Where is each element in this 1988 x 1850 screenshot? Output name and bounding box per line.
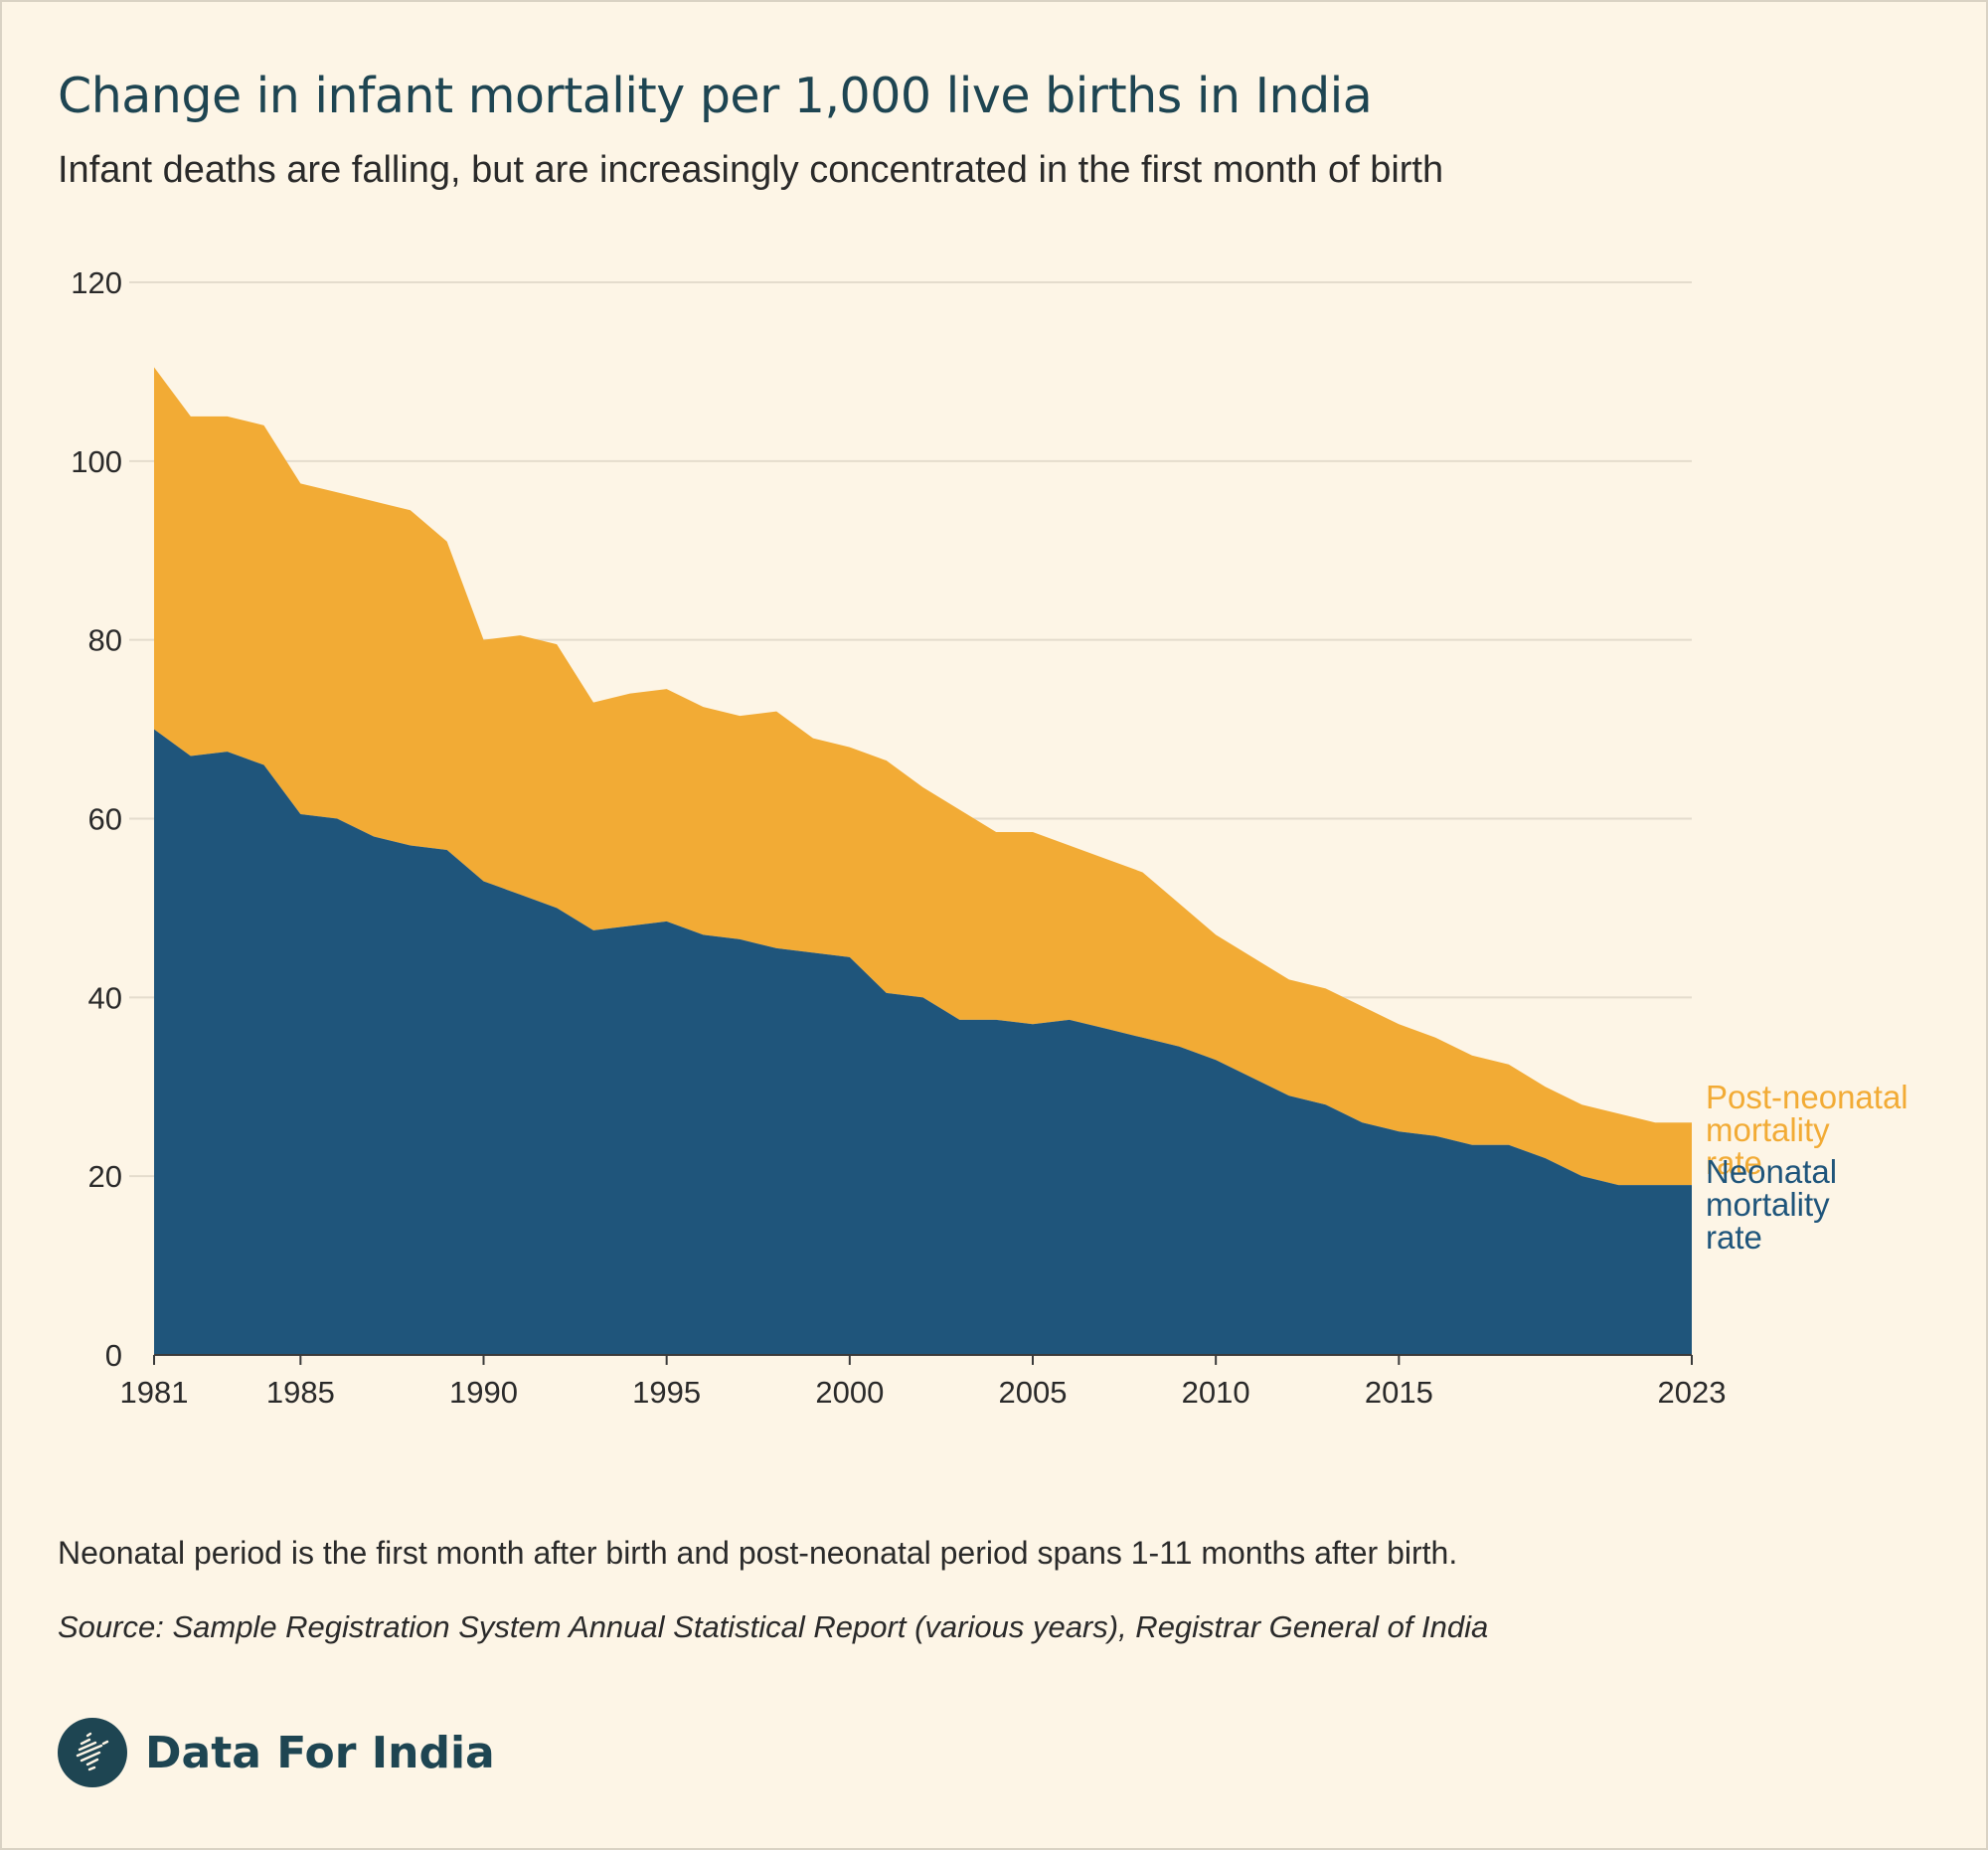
brand[interactable]: Data For India xyxy=(58,1718,495,1787)
y-tick-label: 0 xyxy=(105,1338,122,1373)
x-tick-label: 2023 xyxy=(1658,1375,1727,1410)
x-tick-label: 1995 xyxy=(632,1375,701,1410)
y-tick-label: 60 xyxy=(88,802,122,837)
chart-axes: 0 20 40 60 80 100 120 1981 1985 1990 1995 2000 2005 2… xyxy=(71,265,1726,1410)
india-map-logo-icon xyxy=(58,1718,127,1787)
y-tick-label: 40 xyxy=(88,980,122,1015)
post-neonatal-label: Post-neonatal mortality rate xyxy=(1706,1079,1908,1181)
neonatal-label: Neonatal mortality rate xyxy=(1706,1153,1837,1256)
neonatal-area xyxy=(154,729,1692,1355)
chart-note: Neonatal period is the first month after… xyxy=(58,1535,1458,1571)
area-chart: 0 20 40 60 80 100 120 1981 1985 1990 1995 2000 2005 2… xyxy=(71,265,1908,1410)
post-neonatal-area xyxy=(154,367,1692,1186)
chart-subtitle: Infant deaths are falling, but are incre… xyxy=(58,149,1444,191)
y-tick-label: 20 xyxy=(88,1159,122,1194)
chart-areas xyxy=(154,367,1692,1355)
y-tick-label: 100 xyxy=(71,444,122,479)
brand-name: Data For India xyxy=(145,1727,495,1778)
y-tick-label: 80 xyxy=(88,623,122,658)
chart-title: Change in infant mortality per 1,000 liv… xyxy=(58,68,1373,124)
x-tick-label: 2015 xyxy=(1365,1375,1433,1410)
x-tick-label: 2005 xyxy=(999,1375,1068,1410)
chart-source: Source: Sample Registration System Annua… xyxy=(58,1609,1489,1644)
x-tick-label: 2000 xyxy=(815,1375,884,1410)
x-tick-label: 1985 xyxy=(266,1375,335,1410)
x-tick-label: 1990 xyxy=(449,1375,518,1410)
x-tick-label: 2010 xyxy=(1182,1375,1250,1410)
y-tick-label: 120 xyxy=(71,265,122,300)
x-tick-label: 1981 xyxy=(120,1375,189,1410)
